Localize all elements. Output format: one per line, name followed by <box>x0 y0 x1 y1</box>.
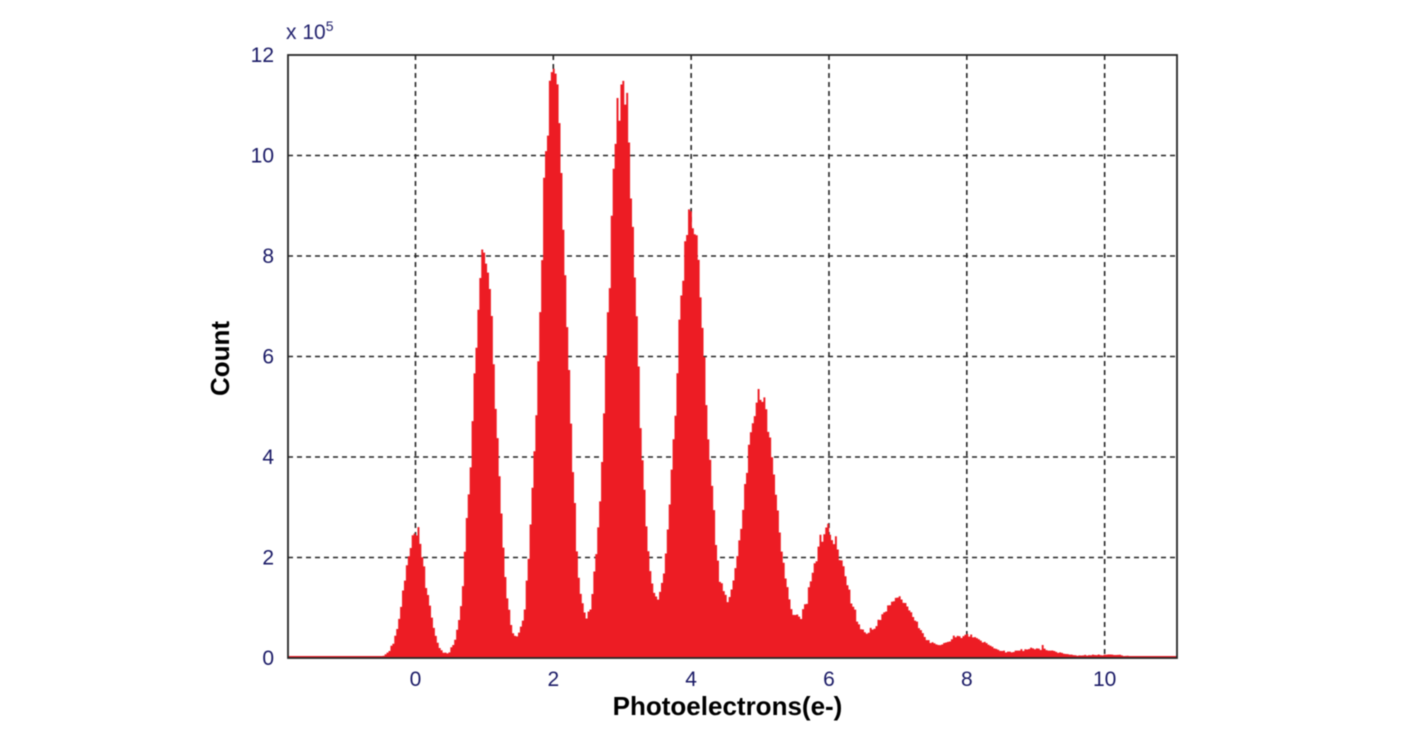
svg-text:0: 0 <box>410 668 422 691</box>
svg-text:6: 6 <box>262 346 274 369</box>
svg-text:2: 2 <box>547 668 559 691</box>
svg-text:4: 4 <box>262 446 274 469</box>
svg-text:Photoelectrons(e-): Photoelectrons(e-) <box>613 691 843 721</box>
svg-text:8: 8 <box>961 668 973 691</box>
svg-text:10: 10 <box>251 145 274 168</box>
svg-text:0: 0 <box>262 647 274 670</box>
svg-text:8: 8 <box>262 245 274 268</box>
svg-text:6: 6 <box>823 668 835 691</box>
svg-text:4: 4 <box>685 668 697 691</box>
svg-text:Count: Count <box>205 321 235 396</box>
svg-text:10: 10 <box>1093 668 1116 691</box>
svg-text:12: 12 <box>251 44 274 67</box>
svg-text:2: 2 <box>262 547 274 570</box>
